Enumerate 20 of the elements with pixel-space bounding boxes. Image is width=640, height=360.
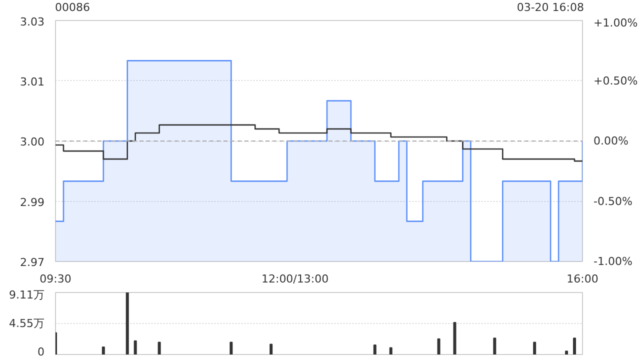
y2-tick-label: +0.50% [594,74,638,88]
x-tick-label: 09:30 [40,272,72,286]
y-tick-label: 3.00 [20,136,45,148]
text: 03-20 16:08 [516,0,584,16]
bar [565,350,568,354]
y2-tick-label: +1.00% [594,16,638,30]
y2-tick-label: -0.50% [594,194,632,208]
y-tick-label: 4.55万 [9,317,45,330]
y-tick-label: 2.99 [20,196,45,209]
y-tick-label: 9.11万 [9,288,45,302]
chart-title: 00086 [55,0,90,16]
y-tick-label: 3.01 [20,75,45,88]
y-tick-label: 0 [38,346,44,358]
x-tick-label: 12:00/13:00 [261,272,329,286]
bar [573,338,576,354]
x-tick-label: 16:00 [566,272,598,286]
y-tick-label: 2.97 [20,256,45,269]
y-tick-label: 3.03 [20,16,45,28]
y2-tick-label: -1.00% [594,255,632,268]
y2-tick-label: 0.00% [594,134,628,148]
